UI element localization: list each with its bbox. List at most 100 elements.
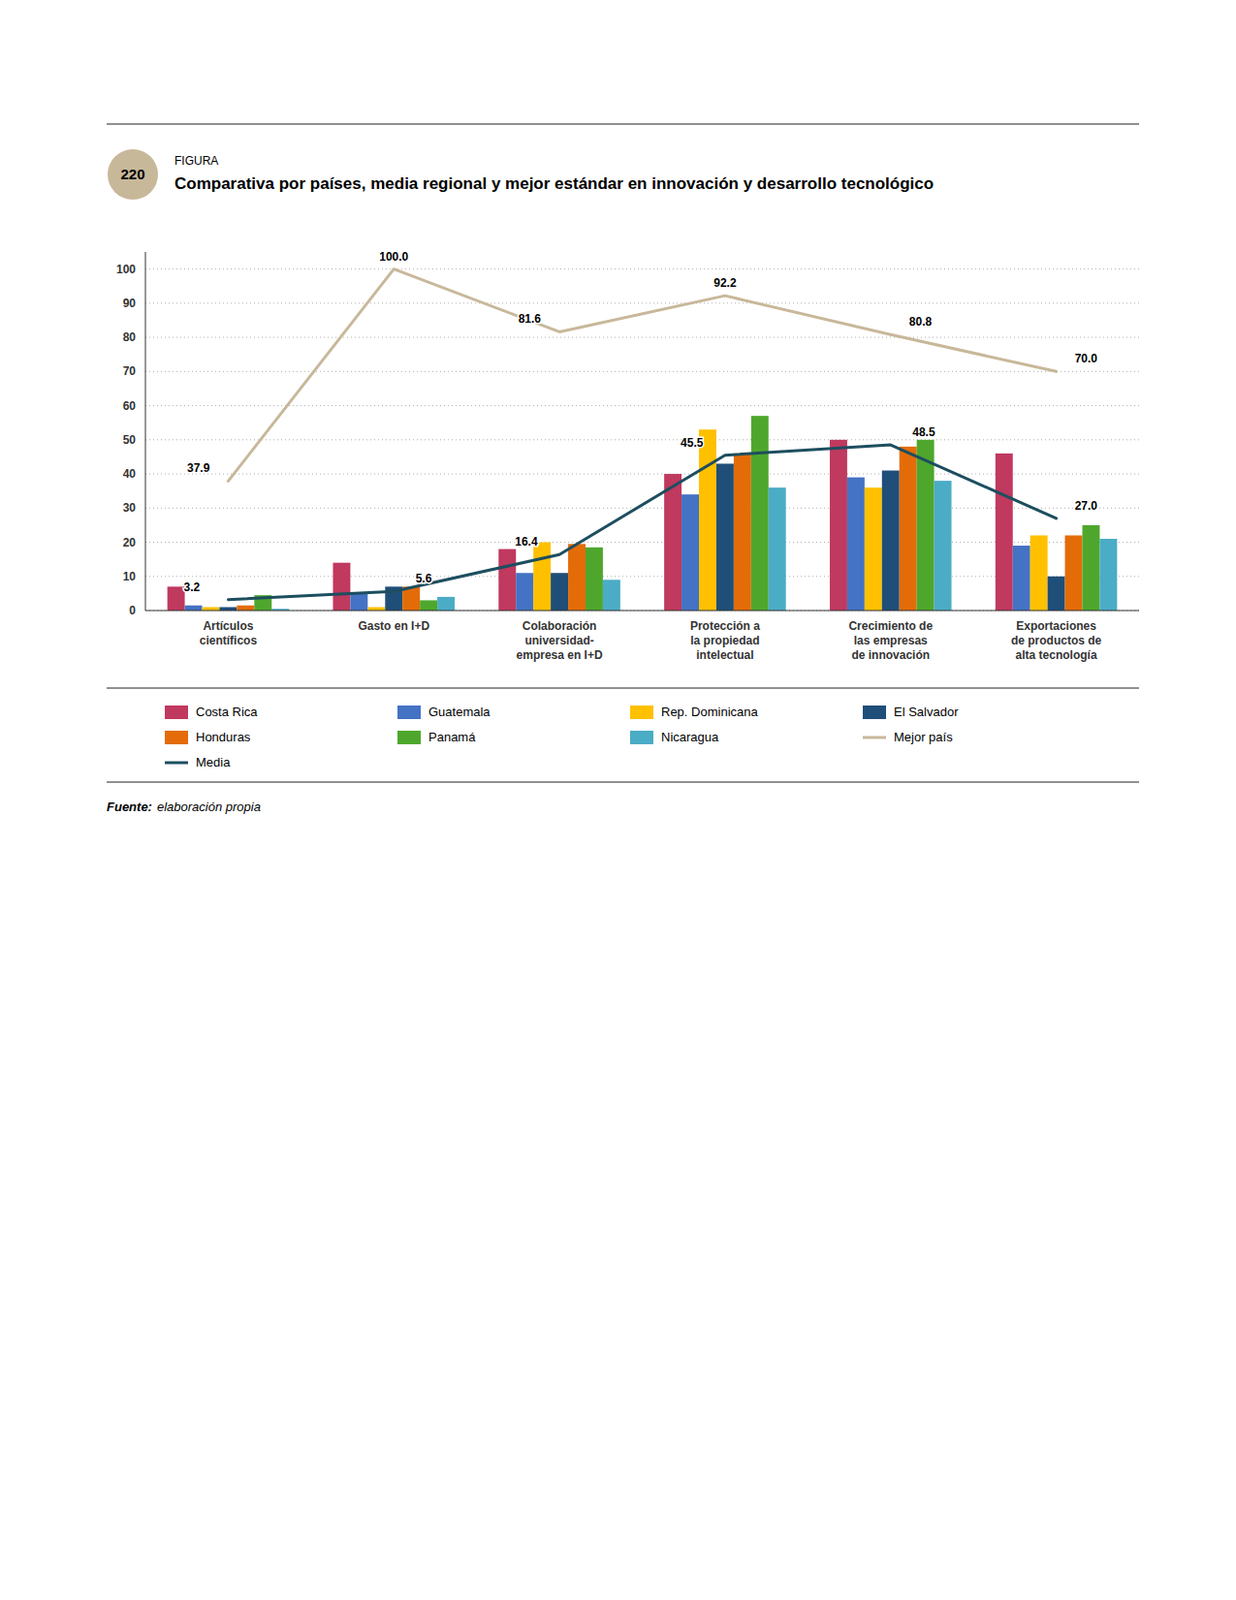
top-rule	[106, 123, 1140, 125]
figure-number: 220	[120, 165, 145, 183]
x-tick-label: Gasto en I+D	[357, 619, 430, 634]
grid-line	[145, 541, 1140, 543]
grid-line	[145, 337, 1140, 339]
bar	[515, 572, 534, 611]
bar	[768, 487, 787, 611]
bar	[1030, 535, 1048, 611]
legend-label: Honduras	[195, 729, 252, 745]
bar	[437, 597, 455, 611]
bar	[1065, 535, 1083, 611]
legend-label: Mejor país	[893, 729, 953, 745]
legend-swatch	[630, 705, 654, 720]
x-tick-label: Protección ala propiedadintelectual	[690, 619, 761, 663]
y-tick-label: 70	[123, 364, 137, 379]
legend-label: Rep. Dominicana	[661, 704, 759, 720]
data-label: 100.0	[379, 250, 409, 264]
legend-swatch	[630, 730, 654, 745]
x-tick-label-line: alta tecnología	[1015, 648, 1098, 663]
bar	[899, 446, 918, 611]
x-tick-label: Artículoscientíficos	[199, 619, 258, 648]
legend-label: Media	[195, 755, 231, 770]
x-tick-label-line: intelectual	[696, 648, 754, 663]
figure-label: FIGURA	[174, 154, 219, 168]
bar	[934, 480, 952, 611]
x-tick-label-line: Exportaciones	[1015, 619, 1097, 634]
y-tick-label: 90	[123, 296, 137, 311]
background	[0, 0, 1236, 1600]
bar	[847, 477, 865, 611]
y-tick-label: 30	[123, 501, 137, 515]
legend-swatch	[397, 705, 421, 720]
legend-rule-top	[106, 687, 1140, 689]
marks	[167, 269, 1118, 611]
data-label: 5.6	[415, 571, 433, 586]
bar	[236, 605, 254, 611]
legend: Costa RicaGuatemalaRep. DominicanaEl Sal…	[164, 704, 959, 770]
line	[227, 444, 1056, 601]
x-tick-label-line: de productos de	[1011, 633, 1103, 648]
y-tick-label: 80	[123, 330, 137, 345]
grid-line	[145, 268, 1140, 270]
legend-swatch	[397, 730, 421, 745]
x-tick-label: Colaboraciónuniversidad-empresa en I+D	[516, 619, 603, 663]
data-label: 70.0	[1075, 351, 1099, 366]
bar	[498, 549, 516, 611]
x-tick-label: Crecimiento delas empresasde innovación	[848, 619, 933, 663]
grid-line	[145, 507, 1140, 509]
source-label: Fuente:	[106, 799, 153, 815]
bar	[1047, 576, 1066, 611]
x-tick-label-line: Artículos	[202, 619, 254, 634]
bar	[664, 474, 682, 611]
x-tick-label-line: empresa en I+D	[516, 648, 603, 663]
x-tick-label-line: universidad-	[524, 633, 594, 648]
y-tick-label: 40	[123, 467, 137, 481]
bar	[568, 543, 586, 611]
grid-line	[145, 439, 1140, 441]
bar	[1013, 545, 1031, 611]
bar	[751, 415, 769, 611]
legend-swatch	[862, 705, 887, 720]
x-tick-label-line: Protección a	[690, 619, 761, 634]
legend-rule-bottom	[106, 781, 1140, 783]
legend-swatch	[164, 730, 189, 745]
bar	[681, 494, 699, 611]
bar	[917, 440, 935, 611]
legend-swatch	[164, 761, 189, 765]
y-axis	[145, 252, 147, 611]
bar	[332, 563, 350, 611]
bar	[602, 579, 621, 611]
source-text: elaboración propia	[157, 799, 261, 815]
legend-swatch	[164, 705, 189, 720]
x-tick-label: Exportacionesde productos dealta tecnolo…	[1011, 619, 1103, 663]
chart: 220FIGURAComparativa por países, media r…	[0, 0, 1236, 1600]
bar	[185, 605, 203, 611]
grid-line	[145, 474, 1140, 476]
data-label: 48.5	[912, 425, 936, 440]
data-label: 80.8	[909, 315, 933, 329]
y-tick-label: 60	[123, 399, 137, 413]
data-label: 16.4	[514, 535, 539, 549]
legend-label: Costa Rica	[195, 704, 258, 720]
line	[227, 269, 1056, 482]
data-label: 3.2	[183, 580, 200, 595]
y-tick-label: 10	[123, 570, 137, 584]
legend-label: El Salvador	[893, 704, 959, 720]
x-tick-label-line: Colaboración	[522, 619, 598, 634]
grid-line	[145, 302, 1140, 304]
bar	[995, 453, 1014, 611]
x-tick-label-line: la propiedad	[690, 633, 760, 648]
data-label: 92.2	[713, 276, 737, 290]
bar	[864, 487, 883, 611]
x-tick-label-line: científicos	[199, 633, 258, 648]
data-labels: 37.9100.081.692.280.870.03.25.616.445.54…	[183, 250, 1098, 595]
bar	[219, 606, 237, 611]
bar	[698, 429, 717, 611]
x-tick-label-line: las empresas	[854, 633, 928, 648]
bar	[167, 586, 186, 611]
legend-label: Panamá	[428, 729, 476, 745]
data-label: 45.5	[680, 436, 704, 450]
bar	[367, 606, 385, 611]
bar	[733, 453, 752, 611]
bar	[1099, 538, 1117, 611]
grid-line	[145, 371, 1140, 373]
